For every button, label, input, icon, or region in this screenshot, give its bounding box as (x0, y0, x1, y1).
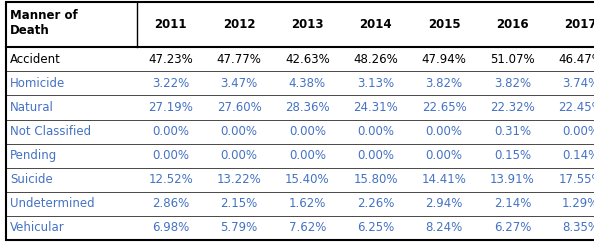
Text: 6.98%: 6.98% (152, 221, 189, 234)
Text: Death: Death (10, 24, 50, 36)
Text: 13.22%: 13.22% (217, 173, 261, 186)
Text: 3.22%: 3.22% (152, 77, 189, 90)
Text: Not Classified: Not Classified (10, 125, 91, 138)
Text: 0.15%: 0.15% (494, 149, 531, 162)
Text: 28.36%: 28.36% (285, 101, 330, 114)
Text: 2014: 2014 (359, 18, 392, 31)
Text: 3.74%: 3.74% (562, 77, 594, 90)
Text: 51.07%: 51.07% (490, 53, 535, 66)
Text: 48.26%: 48.26% (353, 53, 398, 66)
Text: 0.00%: 0.00% (220, 149, 258, 162)
Text: 47.77%: 47.77% (217, 53, 261, 66)
Text: 5.79%: 5.79% (220, 221, 258, 234)
Text: 0.00%: 0.00% (357, 149, 394, 162)
Text: Undetermined: Undetermined (10, 197, 94, 210)
Text: 24.31%: 24.31% (353, 101, 398, 114)
Text: 46.47%: 46.47% (558, 53, 594, 66)
Text: 2.15%: 2.15% (220, 197, 258, 210)
Text: 6.25%: 6.25% (357, 221, 394, 234)
Text: 27.60%: 27.60% (217, 101, 261, 114)
Text: 0.00%: 0.00% (425, 149, 463, 162)
Text: 2016: 2016 (496, 18, 529, 31)
Text: 3.13%: 3.13% (357, 77, 394, 90)
Text: 15.80%: 15.80% (353, 173, 398, 186)
Text: 0.31%: 0.31% (494, 125, 531, 138)
Text: Natural: Natural (10, 101, 54, 114)
Text: 8.35%: 8.35% (562, 221, 594, 234)
Text: 0.00%: 0.00% (562, 125, 594, 138)
Text: Manner of: Manner of (10, 9, 78, 21)
Text: 47.94%: 47.94% (422, 53, 466, 66)
Text: 2.26%: 2.26% (357, 197, 394, 210)
Text: Vehicular: Vehicular (10, 221, 65, 234)
Text: 0.00%: 0.00% (357, 125, 394, 138)
Text: 1.29%: 1.29% (562, 197, 594, 210)
Text: 2.94%: 2.94% (425, 197, 463, 210)
Text: 0.00%: 0.00% (220, 125, 258, 138)
Text: 22.45%: 22.45% (558, 101, 594, 114)
Text: 2012: 2012 (223, 18, 255, 31)
Text: 0.14%: 0.14% (562, 149, 594, 162)
Text: 22.65%: 22.65% (422, 101, 466, 114)
Text: 13.91%: 13.91% (490, 173, 535, 186)
Text: 15.40%: 15.40% (285, 173, 330, 186)
Text: 2.86%: 2.86% (152, 197, 189, 210)
Text: Suicide: Suicide (10, 173, 53, 186)
Text: Accident: Accident (10, 53, 61, 66)
Text: 8.24%: 8.24% (425, 221, 463, 234)
Text: 17.55%: 17.55% (558, 173, 594, 186)
Text: 0.00%: 0.00% (152, 149, 189, 162)
Text: 4.38%: 4.38% (289, 77, 326, 90)
Text: 0.00%: 0.00% (152, 125, 189, 138)
Text: 2011: 2011 (154, 18, 187, 31)
Text: 12.52%: 12.52% (148, 173, 193, 186)
Text: 42.63%: 42.63% (285, 53, 330, 66)
Text: 2013: 2013 (291, 18, 324, 31)
Text: Homicide: Homicide (10, 77, 65, 90)
Text: 3.82%: 3.82% (494, 77, 531, 90)
Text: Pending: Pending (10, 149, 58, 162)
Text: 0.00%: 0.00% (289, 125, 326, 138)
Text: 6.27%: 6.27% (494, 221, 531, 234)
Text: 47.23%: 47.23% (148, 53, 193, 66)
Text: 14.41%: 14.41% (422, 173, 466, 186)
Text: 3.82%: 3.82% (425, 77, 463, 90)
Text: 2015: 2015 (428, 18, 460, 31)
Text: 22.32%: 22.32% (490, 101, 535, 114)
Text: 0.00%: 0.00% (289, 149, 326, 162)
Text: 0.00%: 0.00% (425, 125, 463, 138)
Text: 1.62%: 1.62% (289, 197, 326, 210)
Text: 2.14%: 2.14% (494, 197, 531, 210)
Text: 3.47%: 3.47% (220, 77, 258, 90)
Text: 7.62%: 7.62% (289, 221, 326, 234)
Text: 2017: 2017 (564, 18, 594, 31)
Text: 27.19%: 27.19% (148, 101, 193, 114)
